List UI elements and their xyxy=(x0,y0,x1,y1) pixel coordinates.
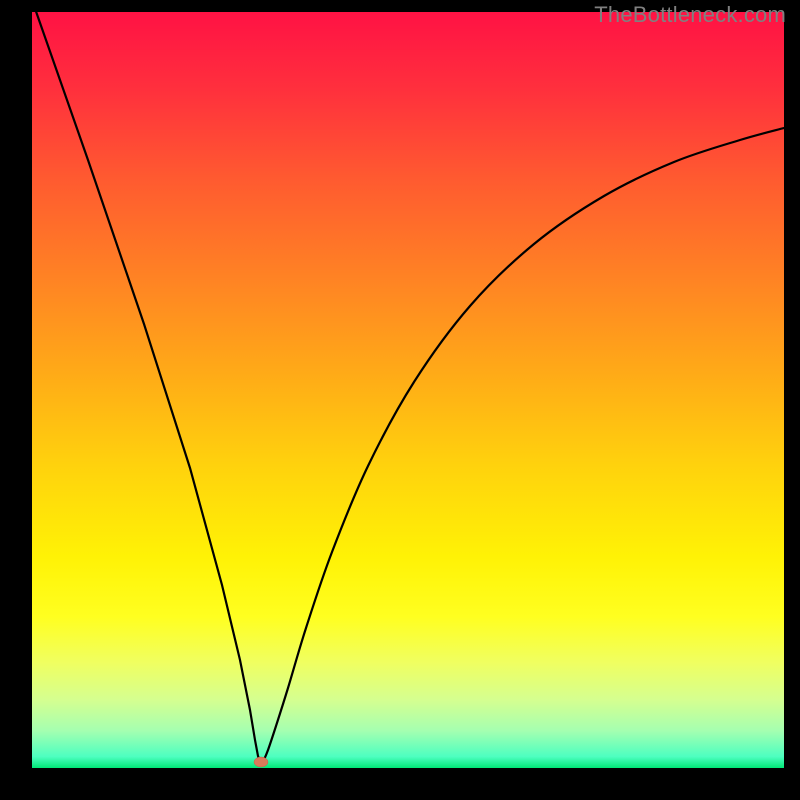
chart-container: TheBottleneck.com xyxy=(0,0,800,800)
watermark-text: TheBottleneck.com xyxy=(594,2,786,28)
curve-right-branch xyxy=(263,128,784,762)
minimum-marker xyxy=(254,757,268,767)
curve-left-branch xyxy=(32,0,260,762)
curve-layer xyxy=(0,0,800,800)
